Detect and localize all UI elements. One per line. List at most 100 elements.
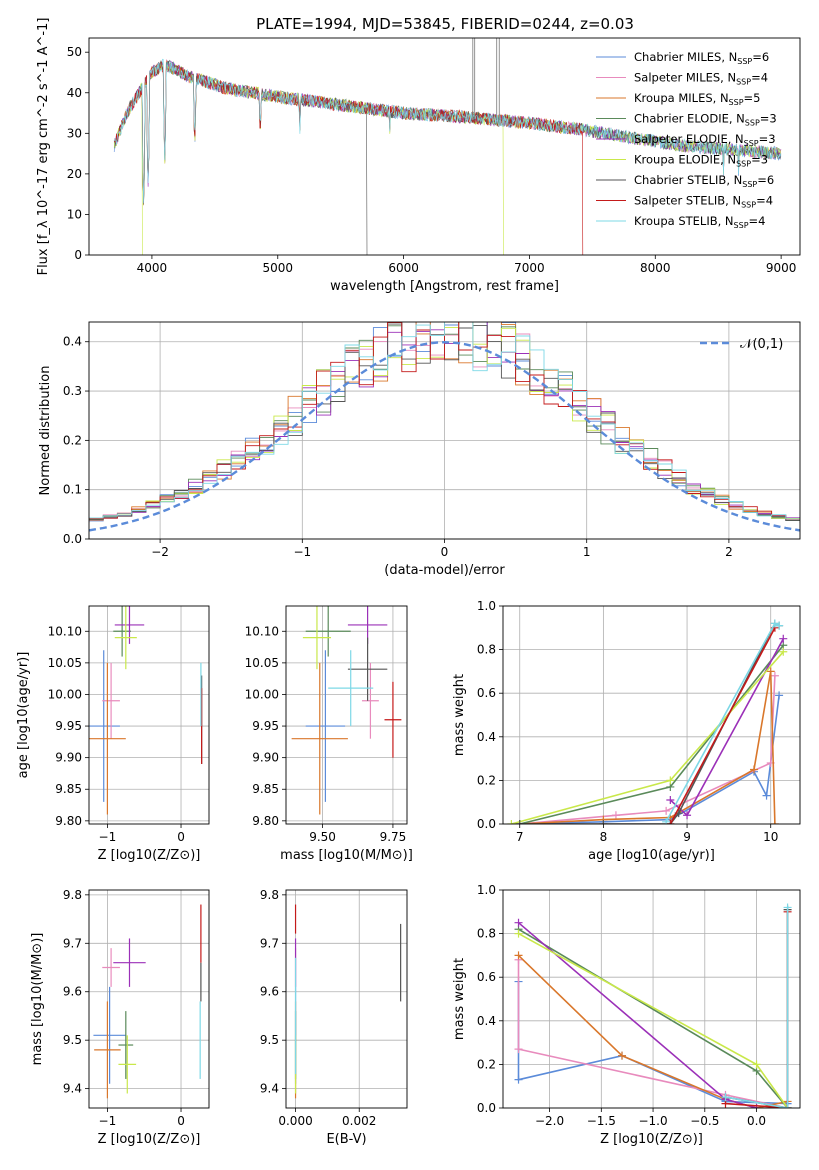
weight-point-marker (770, 671, 779, 680)
x-tick-label: −2 (151, 545, 169, 559)
weight-point-marker (762, 791, 771, 800)
weight-point-marker (599, 820, 608, 824)
x-tick-label: 4000 (137, 261, 168, 275)
y-axis-label: age [log10(age/yr)] (16, 652, 31, 779)
y-tick-label: 0.2 (63, 433, 82, 447)
normal-reference-curve (89, 340, 800, 532)
legend-count: =3 (751, 153, 768, 167)
x-tick-label: −1 (99, 1114, 117, 1128)
y-tick-label: 0.4 (63, 335, 82, 349)
mass-weight-vs-metallicity-series (514, 903, 792, 1108)
y-tick-label: 9.5 (63, 1033, 82, 1047)
weight-series-line (725, 907, 789, 1108)
x-axis-label: Z [log10(Z/Z⊙)] (98, 1132, 201, 1147)
mass-weight-vs-metallicity-frame (502, 889, 801, 1109)
weight-point-marker (514, 929, 523, 938)
histogram-frame (88, 321, 801, 540)
x-tick-label: 2 (725, 545, 733, 559)
legend-count: =4 (751, 71, 768, 85)
y-tick-label: 0.3 (63, 384, 82, 398)
x-tick-label: −0.5 (690, 1114, 719, 1128)
legend-count: =6 (757, 173, 774, 187)
spectrum-legend: Chabrier MILES, NSSP=6 Salpeter MILES, NS… (596, 50, 777, 230)
x-tick-label: 9000 (766, 261, 797, 275)
weight-point-marker (662, 806, 671, 815)
legend-count: =4 (749, 214, 766, 228)
x-axis-label: E(B-V) (326, 1132, 366, 1147)
weight-point-marker (662, 817, 671, 824)
x-tick-label: 8000 (640, 261, 671, 275)
weight-point-marker (514, 951, 523, 960)
x-tick-label: 6000 (388, 261, 419, 275)
mass-weight-vs-age-frame (502, 605, 801, 825)
y-tick-label: 30 (67, 126, 82, 140)
weight-point-marker (683, 811, 692, 820)
y-tick-label: 10.00 (245, 687, 279, 701)
weight-point-marker (666, 776, 675, 785)
y-tick-label: 10.05 (48, 656, 82, 670)
legend-entry: Kroupa ELODIE, NSSP=3 (634, 153, 768, 169)
y-tick-label: 9.90 (55, 751, 82, 765)
weight-point-marker (618, 1051, 627, 1060)
legend-subscript: SSP (742, 180, 757, 189)
x-tick-label: 0.0 (747, 1114, 766, 1128)
y-tick-label: 50 (67, 45, 82, 59)
y-tick-label: 9.7 (260, 936, 279, 950)
x-tick-label: 8 (600, 830, 608, 844)
y-tick-label: 0.4 (477, 1014, 496, 1028)
y-tick-label: 0.4 (477, 730, 496, 744)
weight-series-line (669, 627, 776, 824)
legend-count: =3 (760, 112, 777, 126)
y-tick-label: 0.2 (477, 1057, 496, 1071)
weight-point-marker (783, 903, 792, 912)
spectrum-lines (113, 38, 782, 255)
weight-series-line (511, 651, 784, 824)
mass-weight-vs-age-series (507, 619, 788, 824)
spectrum-series-line (113, 58, 782, 203)
weight-point-marker (611, 811, 620, 820)
weight-point-marker (779, 647, 788, 656)
y-tick-label: 0 (74, 248, 82, 262)
mass-vs-extinction-points (294, 904, 402, 1099)
x-tick-label: −2.0 (535, 1114, 564, 1128)
x-tick-label: 1 (583, 545, 591, 559)
y-tick-label: 10 (67, 207, 82, 221)
x-axis-label: (data-model)/error (384, 563, 505, 578)
x-tick-label: 9.50 (309, 830, 336, 844)
y-tick-label: 9.85 (55, 782, 82, 796)
weight-point-marker (666, 796, 675, 805)
x-tick-label: 0 (441, 545, 449, 559)
y-tick-label: 10.05 (245, 656, 279, 670)
legend-entry: Chabrier STELIB, NSSP=6 (634, 173, 774, 189)
y-tick-label: 0.0 (63, 532, 82, 546)
x-axis-label: age [log10(age/yr)] (588, 848, 715, 863)
mass-vs-extinction-frame (285, 889, 408, 1109)
weight-point-marker (721, 1093, 730, 1102)
y-tick-label: 9.4 (260, 1082, 279, 1096)
legend-subscript: SSP (736, 78, 751, 87)
y-tick-label: 0.2 (477, 773, 496, 787)
y-tick-label: 1.0 (477, 883, 496, 897)
legend-entry: Chabrier ELODIE, NSSP=3 (634, 112, 777, 128)
y-axis-label: mass weight (452, 674, 467, 756)
x-tick-label: 0.002 (342, 1114, 376, 1128)
x-tick-label: −1 (99, 830, 117, 844)
y-tick-label: 10.00 (48, 687, 82, 701)
y-tick-label: 9.85 (252, 782, 279, 796)
spectrum-series-line (113, 60, 583, 206)
legend-entry: Salpeter ELODIE, NSSP=3 (634, 132, 776, 148)
age-vs-mass-points (291, 606, 402, 815)
x-axis-label: Z [log10(Z/Z⊙)] (98, 848, 201, 863)
age-vs-metallicity-axes: −1 0 9.80 9.85 9.90 9.95 10.00 10.05 10.10 Z [log… (16, 606, 209, 863)
legend-subscript: SSP (744, 139, 759, 148)
x-tick-label: 7 (516, 830, 524, 844)
weight-point-marker (770, 619, 779, 628)
weight-point-marker (775, 691, 784, 700)
x-tick-label: 9 (683, 830, 691, 844)
y-axis-label: mass [log10(M/M⊙)] (30, 933, 45, 1066)
mass-vs-metallicity-frame (88, 889, 210, 1109)
age-vs-mass-frame (285, 605, 408, 825)
legend-count: =4 (756, 194, 773, 208)
y-tick-label: 0.6 (477, 686, 496, 700)
legend-subscript: SSP (737, 57, 752, 66)
